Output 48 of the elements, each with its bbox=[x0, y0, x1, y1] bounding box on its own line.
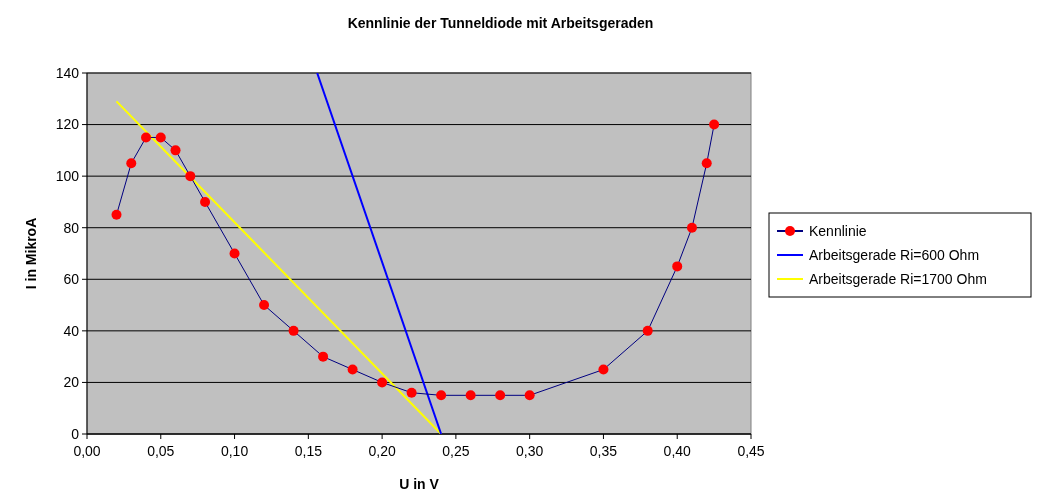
point bbox=[465, 390, 476, 401]
point bbox=[701, 158, 712, 169]
x-tick-label: 0,10 bbox=[220, 443, 249, 459]
point bbox=[347, 364, 358, 375]
point bbox=[229, 248, 240, 259]
point bbox=[709, 119, 720, 130]
chart-title: Kennlinie der Tunneldiode mit Arbeitsgeraden bbox=[347, 15, 654, 31]
point bbox=[185, 171, 196, 182]
point bbox=[672, 261, 683, 272]
y-tick-label: 120 bbox=[55, 116, 80, 133]
y-axis-title: I in MikroA bbox=[23, 217, 39, 290]
point bbox=[598, 364, 609, 375]
y-tick-label: 40 bbox=[63, 322, 80, 339]
point bbox=[377, 377, 388, 388]
legend-label: Kennlinie bbox=[809, 222, 867, 239]
legend-label: Arbeitsgerade Ri=1700 Ohm bbox=[809, 270, 987, 287]
y-tick-label: 80 bbox=[63, 219, 80, 236]
point bbox=[686, 222, 697, 233]
y-tick-label: 100 bbox=[55, 168, 80, 185]
point bbox=[288, 325, 299, 336]
point bbox=[111, 209, 122, 220]
point bbox=[141, 132, 152, 143]
point bbox=[642, 325, 653, 336]
point bbox=[259, 300, 270, 311]
x-tick-label: 0,00 bbox=[73, 443, 101, 459]
point bbox=[495, 390, 506, 401]
x-tick-label: 0,05 bbox=[147, 443, 175, 459]
x-tick-label: 0,35 bbox=[589, 443, 618, 459]
x-tick-label: 0,15 bbox=[294, 443, 323, 459]
point bbox=[436, 390, 447, 401]
x-tick-label: 0,30 bbox=[516, 443, 544, 459]
x-tick-label: 0,25 bbox=[442, 443, 470, 459]
y-tick-label: 0 bbox=[71, 425, 80, 442]
point bbox=[126, 158, 137, 169]
y-tick-label: 20 bbox=[63, 374, 80, 391]
x-tick-label: 0,40 bbox=[663, 443, 692, 459]
legend-label: Arbeitsgerade Ri=600 Ohm bbox=[809, 246, 980, 263]
x-tick-label: 0,20 bbox=[368, 443, 396, 459]
point bbox=[170, 145, 181, 156]
y-tick-label: 140 bbox=[55, 64, 80, 81]
point bbox=[155, 132, 166, 143]
y-tick-label: 60 bbox=[63, 271, 80, 288]
point bbox=[524, 390, 535, 401]
x-tick-label: 0,45 bbox=[737, 443, 765, 459]
point bbox=[406, 387, 417, 398]
point bbox=[318, 351, 329, 362]
point bbox=[200, 196, 211, 207]
x-axis-title: U in V bbox=[399, 476, 440, 492]
